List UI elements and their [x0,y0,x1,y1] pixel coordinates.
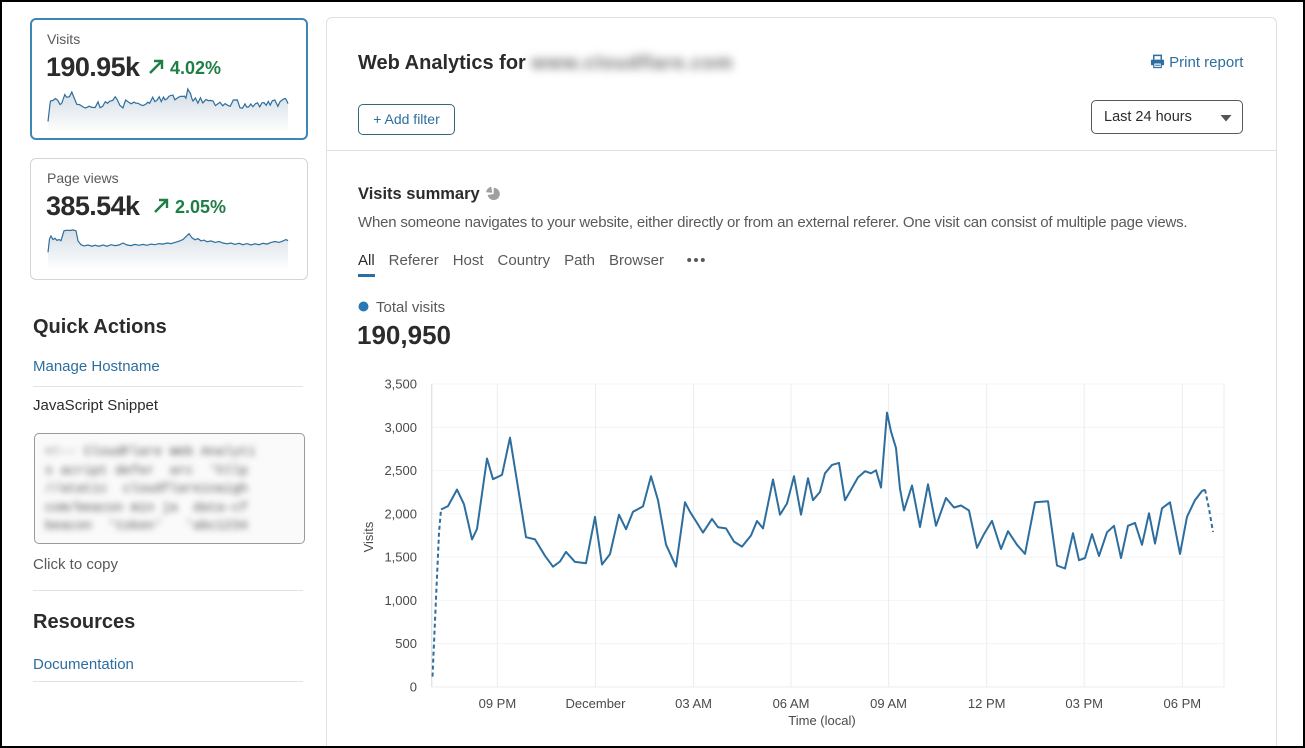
svg-text:06 AM: 06 AM [773,696,810,711]
svg-text:500: 500 [395,636,417,651]
svg-text:0: 0 [410,680,417,695]
svg-text:Visits: Visits [361,521,376,552]
svg-text:03 PM: 03 PM [1065,696,1103,711]
svg-text:1,000: 1,000 [384,593,417,608]
svg-text:2,500: 2,500 [384,463,417,478]
svg-text:12 PM: 12 PM [968,696,1006,711]
svg-text:09 PM: 09 PM [479,696,517,711]
svg-text:1,500: 1,500 [384,550,417,565]
svg-text:3,500: 3,500 [384,377,417,392]
svg-text:2,000: 2,000 [384,506,417,521]
svg-text:3,000: 3,000 [384,420,417,435]
svg-text:03 AM: 03 AM [675,696,712,711]
svg-text:December: December [566,696,627,711]
svg-text:09 AM: 09 AM [870,696,907,711]
svg-text:06 PM: 06 PM [1164,696,1202,711]
svg-text:Time (local): Time (local) [788,713,855,728]
